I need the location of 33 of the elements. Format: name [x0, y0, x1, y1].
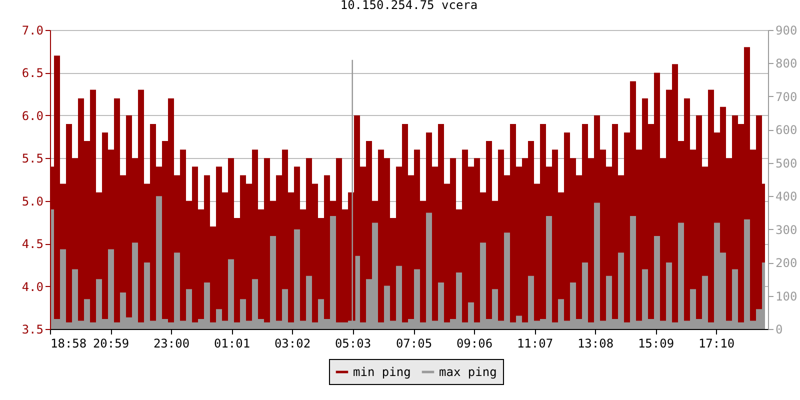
y2-tick-label: 800: [776, 56, 798, 71]
chart-title: 10.150.254.75 vcera: [340, 0, 478, 12]
y-tick-label: 4.0: [22, 280, 44, 294]
y2-tick-label: 500: [776, 156, 798, 170]
x-tick-label: 01:01: [214, 336, 250, 350]
y2-tick-label: 100: [776, 289, 798, 304]
legend-label: max ping: [439, 365, 497, 379]
y2-tick-label: 600: [776, 123, 798, 138]
x-tick-label: 07:05: [396, 336, 432, 350]
x-tick-label: 20:59: [92, 336, 130, 350]
y-tick-label: 5.5: [22, 152, 44, 166]
legend-label: min ping: [353, 365, 411, 379]
x-tick-label: 09:06: [456, 336, 493, 350]
y2-tick-label: 0: [776, 322, 783, 336]
y-tick-label: 7.0: [22, 24, 44, 38]
y2-tick-label: 400: [776, 190, 798, 204]
y-tick-label: 5.0: [22, 194, 44, 208]
y-tick-label: 4.5: [22, 237, 44, 252]
y2-tick-label: 700: [776, 90, 798, 104]
y-tick-label: 6.0: [22, 108, 44, 123]
x-tick-label: 05:03: [334, 336, 372, 350]
x-tick-label: 13:08: [577, 336, 614, 350]
x-tick-label: 11:07: [516, 336, 554, 350]
x-tick-label: 03:02: [274, 336, 311, 350]
x-tick-label: 15:09: [638, 336, 674, 350]
y2-tick-label: 300: [776, 222, 798, 237]
y-tick-label: 6.5: [22, 66, 44, 80]
x-tick-label: 23:00: [153, 336, 190, 350]
y2-tick-label: 900: [776, 24, 798, 38]
y-tick-label: 3.5: [22, 322, 44, 336]
x-tick-label: 17:10: [698, 336, 735, 350]
y2-tick-label: 200: [776, 256, 798, 270]
x-tick-label: 18:58: [50, 336, 87, 350]
